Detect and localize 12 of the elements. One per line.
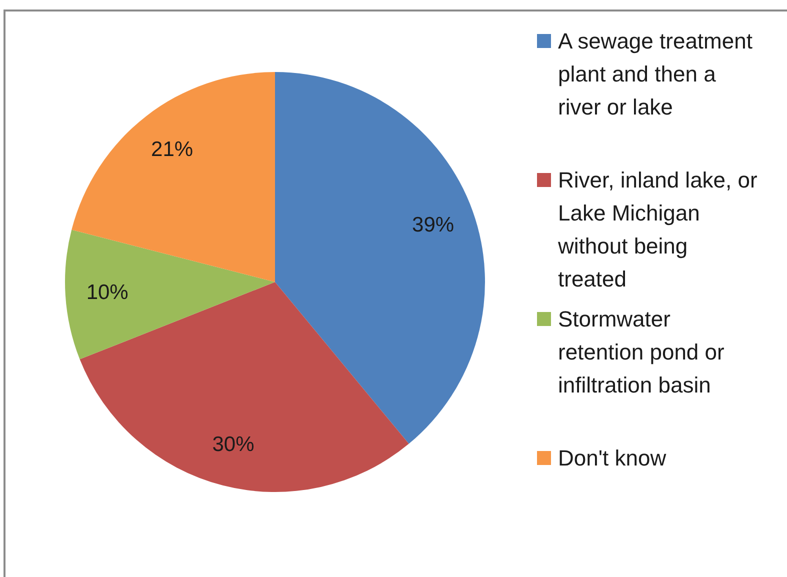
legend-label: Don't know: [558, 446, 666, 470]
data-label: 30%: [212, 433, 254, 456]
pie-slice: [72, 72, 275, 282]
pie-slice: [275, 72, 485, 444]
data-label: 10%: [86, 281, 128, 304]
legend-label: River, inland lake, or Lake Michigan without being treated: [557, 168, 758, 292]
legend-label: Stormwater retention pond or infiltration basin: [558, 306, 724, 398]
legend-label: A sewage treatment plant and then a river or lake: [558, 28, 752, 120]
pie-slice: [80, 282, 409, 492]
data-label: 39%: [412, 214, 454, 237]
data-label: 21%: [151, 138, 194, 161]
pie-slice: [65, 230, 275, 360]
